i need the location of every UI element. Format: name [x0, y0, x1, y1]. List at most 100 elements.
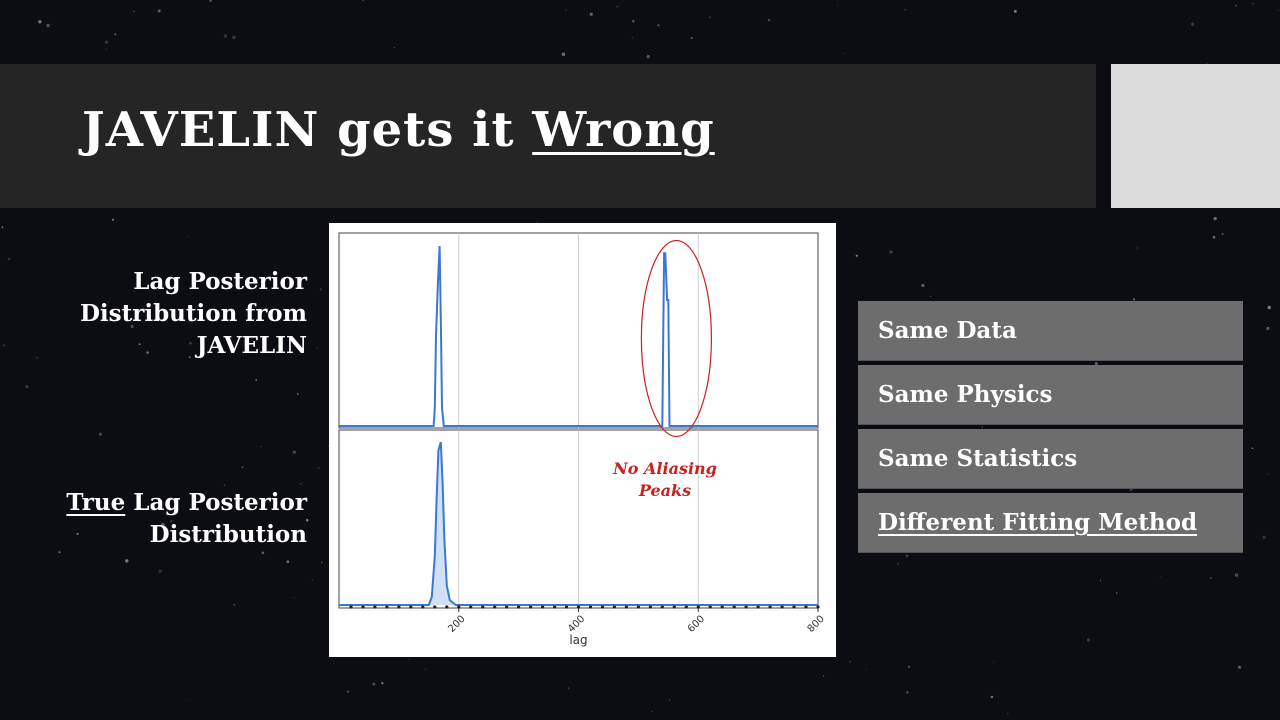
baseline-dot	[708, 605, 712, 609]
star	[849, 661, 851, 663]
star	[305, 518, 309, 522]
star	[565, 9, 567, 11]
star	[58, 551, 61, 554]
title-underlined: Wrong	[532, 102, 715, 158]
star	[906, 691, 909, 694]
star	[177, 540, 180, 543]
baseline-dot	[588, 605, 593, 609]
baseline-dot	[600, 605, 605, 609]
baseline-dot	[421, 605, 425, 609]
star	[76, 532, 79, 535]
star	[46, 23, 50, 28]
baseline-dot	[541, 605, 545, 609]
box-same-physics: Same Physics	[858, 365, 1243, 425]
star	[929, 295, 932, 298]
star	[138, 343, 141, 346]
star	[372, 682, 376, 686]
x-tick-label: 200	[446, 614, 467, 635]
star	[107, 300, 109, 302]
star	[1159, 576, 1161, 577]
baseline-dot	[564, 605, 569, 609]
baseline-dot	[493, 605, 497, 609]
star	[296, 393, 299, 395]
star	[993, 661, 995, 663]
corner-box	[1111, 64, 1280, 208]
star	[209, 0, 212, 2]
baseline-dot	[373, 605, 377, 609]
star	[318, 467, 320, 469]
star	[232, 35, 236, 40]
star	[241, 466, 244, 468]
star	[981, 426, 983, 428]
star	[1235, 4, 1238, 7]
star	[907, 665, 910, 668]
star	[646, 54, 650, 59]
comparison-list: Same Data Same Physics Same Statistics D…	[858, 301, 1243, 557]
baseline-dot	[505, 605, 509, 609]
x-axis-label: lag	[569, 633, 587, 647]
star	[293, 597, 295, 599]
star	[589, 12, 593, 16]
star	[223, 484, 226, 487]
baseline-dot	[780, 605, 784, 609]
star	[300, 483, 302, 485]
baseline-dot	[696, 605, 700, 609]
box-label-same-statistics: Same Statistics	[878, 445, 1078, 472]
star	[616, 6, 618, 8]
baseline-dot	[385, 605, 389, 609]
star	[381, 681, 384, 685]
box-label-different-fitting: Different Fitting Method	[878, 509, 1198, 536]
star	[125, 559, 129, 563]
star	[1191, 22, 1195, 26]
star	[187, 236, 189, 238]
aliasing-peak-highlight	[640, 239, 712, 438]
baseline-dot	[445, 605, 449, 609]
x-tick-label: 400	[566, 614, 587, 635]
star	[1267, 305, 1271, 310]
star	[133, 290, 135, 293]
star	[1132, 298, 1136, 301]
x-tick-label: 600	[686, 614, 707, 635]
baseline-dot	[517, 605, 521, 609]
box-same-data: Same Data	[858, 301, 1243, 361]
star	[842, 53, 844, 55]
star	[1136, 247, 1138, 249]
star	[1237, 665, 1242, 669]
star	[105, 48, 107, 50]
star	[188, 356, 191, 358]
star	[320, 561, 323, 564]
star	[657, 24, 660, 27]
star	[98, 432, 102, 436]
star	[889, 250, 893, 254]
star	[651, 710, 653, 712]
slide-title: JAVELIN gets it Wrong	[82, 102, 715, 158]
baseline-dot	[397, 605, 401, 609]
star	[157, 9, 161, 13]
star	[904, 8, 906, 11]
baseline-dot	[457, 605, 461, 609]
top-series-line	[339, 245, 818, 427]
star	[104, 40, 109, 44]
star	[260, 446, 262, 448]
star	[1007, 713, 1009, 715]
baseline-dot	[648, 605, 652, 609]
star	[1267, 473, 1269, 476]
star	[185, 699, 187, 701]
star	[1213, 216, 1217, 221]
star	[823, 675, 825, 677]
baseline-dot	[636, 605, 640, 609]
baseline-dot	[684, 605, 688, 609]
baseline-dot	[672, 605, 676, 609]
star	[233, 603, 236, 606]
star	[133, 10, 135, 13]
annotation-line-2: Peaks	[638, 481, 691, 500]
star	[130, 325, 134, 328]
label-true-posterior: True Lag Posterior Distribution	[27, 487, 307, 551]
star	[36, 356, 39, 359]
star	[990, 695, 994, 699]
annotation-line-1: No Aliasing	[612, 459, 717, 478]
star	[408, 658, 410, 661]
star	[561, 52, 566, 57]
baseline-dot	[732, 605, 736, 609]
star	[25, 385, 29, 389]
